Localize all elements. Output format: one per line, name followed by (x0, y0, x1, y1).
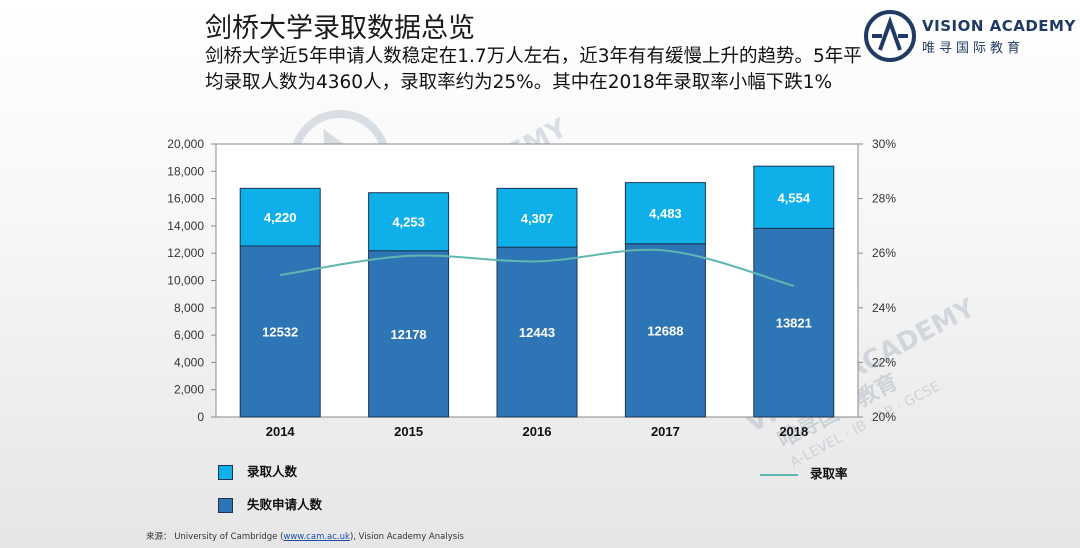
logo-mark-icon (864, 10, 916, 62)
x-tick-label-2014: 2014 (266, 424, 296, 439)
y-left-tick-label: 12,000 (167, 246, 204, 260)
y-left-tick-label: 20,000 (167, 137, 204, 151)
legend-item-rate: 录取率 (760, 463, 848, 482)
x-axis: 2014 2015 2016 2017 2018 (266, 424, 809, 439)
legend-item-rejected: 失败申请人数 (218, 494, 322, 513)
y-left-tick-label: 8,000 (174, 301, 204, 315)
bars: 12532 4,220 12178 4,253 12443 4,307 12688 4,483… (239, 165, 835, 418)
bar-label-rejected-2015: 12178 (391, 327, 427, 342)
source-link[interactable]: www.cam.ac.uk (283, 532, 350, 542)
y-axis-right: 20% 22% 24% 26% 28% 30% (858, 137, 896, 424)
bar-label-rejected-2017: 12688 (647, 323, 683, 338)
bar-label-admitted-2015: 4,253 (392, 215, 425, 230)
y-right-tick-label: 22% (872, 355, 896, 369)
bar-admitted-2015 (368, 192, 450, 252)
page-title: 剑桥大学录取数据总览 (205, 13, 475, 44)
bar-rejected-2018 (753, 227, 835, 418)
y-right-tick-label: 26% (872, 246, 896, 260)
bar-label-rejected-2014: 12532 (262, 324, 298, 339)
legend-label-rejected: 失败申请人数 (247, 497, 323, 512)
y-left-tick-label: 6,000 (174, 328, 204, 342)
y-right-tick-label: 28% (872, 192, 896, 206)
x-tick-label-2016: 2016 (523, 424, 552, 439)
bar-label-admitted-2018: 4,554 (778, 190, 811, 205)
bar-rejected-2015 (368, 250, 450, 418)
y-right-tick-label: 20% (872, 410, 896, 424)
bar-admitted-2017 (624, 182, 706, 245)
x-tick-label-2015: 2015 (394, 424, 423, 439)
source-prefix: 来源： University of Cambridge ( (146, 532, 284, 542)
y-left-tick-label: 10,000 (167, 274, 204, 288)
bar-admitted-2018 (753, 165, 835, 229)
y-left-tick-label: 14,000 (167, 219, 204, 233)
y-right-tick-label: 24% (872, 301, 896, 315)
page-subtitle: 剑桥大学近5年申请人数稳定在1.7万人左右，近3年有有缓慢上升的趋势。5年平均录… (205, 46, 862, 93)
legend-label-rate: 录取率 (810, 466, 848, 481)
bar-label-admitted-2017: 4,483 (649, 206, 682, 221)
logo-name: VISION ACADEMY (922, 17, 1076, 35)
bar-label-rejected-2016: 12443 (519, 325, 555, 340)
bar-label-admitted-2016: 4,307 (521, 211, 554, 226)
source-suffix: ), Vision Academy Analysis (349, 532, 464, 542)
legend-item-admitted: 录取人数 (218, 461, 297, 480)
y-left-tick-label: 0 (197, 410, 204, 424)
y-left-tick-label: 2,000 (174, 383, 204, 397)
legend-swatch-admitted (218, 465, 233, 480)
y-left-tick-label: 4,000 (174, 355, 204, 369)
bar-label-rejected-2018: 13821 (776, 316, 812, 331)
y-left-tick-label: 16,000 (167, 192, 204, 206)
x-tick-label-2018: 2018 (779, 424, 808, 439)
y-left-tick-label: 18,000 (167, 164, 204, 178)
logo-name-cn: 唯寻国际教育 (922, 41, 1025, 56)
rate-line (280, 248, 795, 287)
bar-label-admitted-2014: 4,220 (264, 210, 297, 225)
bar-admitted-2016 (496, 187, 578, 248)
legend-swatch-rejected (218, 498, 233, 513)
y-axis-left: 0 2,000 4,000 6,000 8,000 10,000 12,000 14,000 1… (167, 137, 216, 424)
legend-line-rate (760, 473, 798, 476)
bar-rejected-2016 (496, 246, 578, 418)
y-right-tick-label: 30% (872, 137, 896, 151)
bar-admitted-2014 (239, 187, 321, 247)
vision-academy-logo: VISION ACADEMY 唯寻国际教育 (862, 8, 1075, 64)
bar-rejected-2017 (624, 243, 706, 418)
x-tick-label-2017: 2017 (651, 424, 680, 439)
legend-label-admitted: 录取人数 (247, 464, 298, 479)
source-note: 来源： University of Cambridge (www.cam.ac.… (146, 530, 464, 542)
